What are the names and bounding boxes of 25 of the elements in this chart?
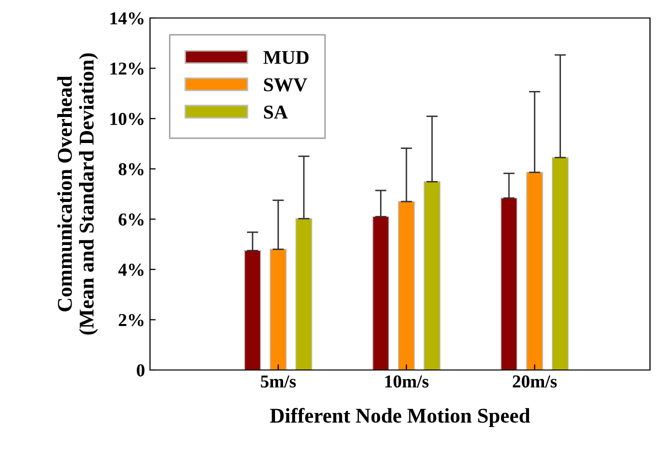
x-tick-label: 20m/s	[512, 375, 557, 388]
bar	[526, 172, 543, 370]
legend-label: SA	[264, 106, 288, 119]
bar	[398, 201, 415, 370]
bar	[270, 248, 287, 370]
y-axis-title: Communication Overhead (Mean and Standard Deviation)	[57, 53, 98, 335]
x-tick-label: 5m/s	[260, 375, 296, 388]
legend-label: MUD	[263, 51, 309, 64]
x-axis-title: Different Node Motion Speed	[270, 408, 530, 428]
bar	[244, 250, 261, 370]
y-tick-label: 4%	[118, 264, 144, 276]
y-tick-label: 12%	[110, 62, 144, 75]
bar	[372, 216, 390, 370]
x-tick-label: 10m/s	[385, 375, 429, 388]
y-tick-label: 6%	[118, 213, 144, 226]
bar	[552, 157, 569, 370]
bar	[500, 198, 518, 370]
y-tick-label: 0	[136, 364, 144, 376]
y-tick-label: 14%	[110, 12, 144, 24]
bar	[424, 181, 440, 370]
legend-label: SWV	[264, 78, 308, 92]
y-tick-label: 10%	[110, 112, 144, 126]
y-tick-label: 8%	[118, 163, 144, 176]
bar	[295, 218, 312, 370]
y-tick-label: 2%	[118, 314, 144, 326]
